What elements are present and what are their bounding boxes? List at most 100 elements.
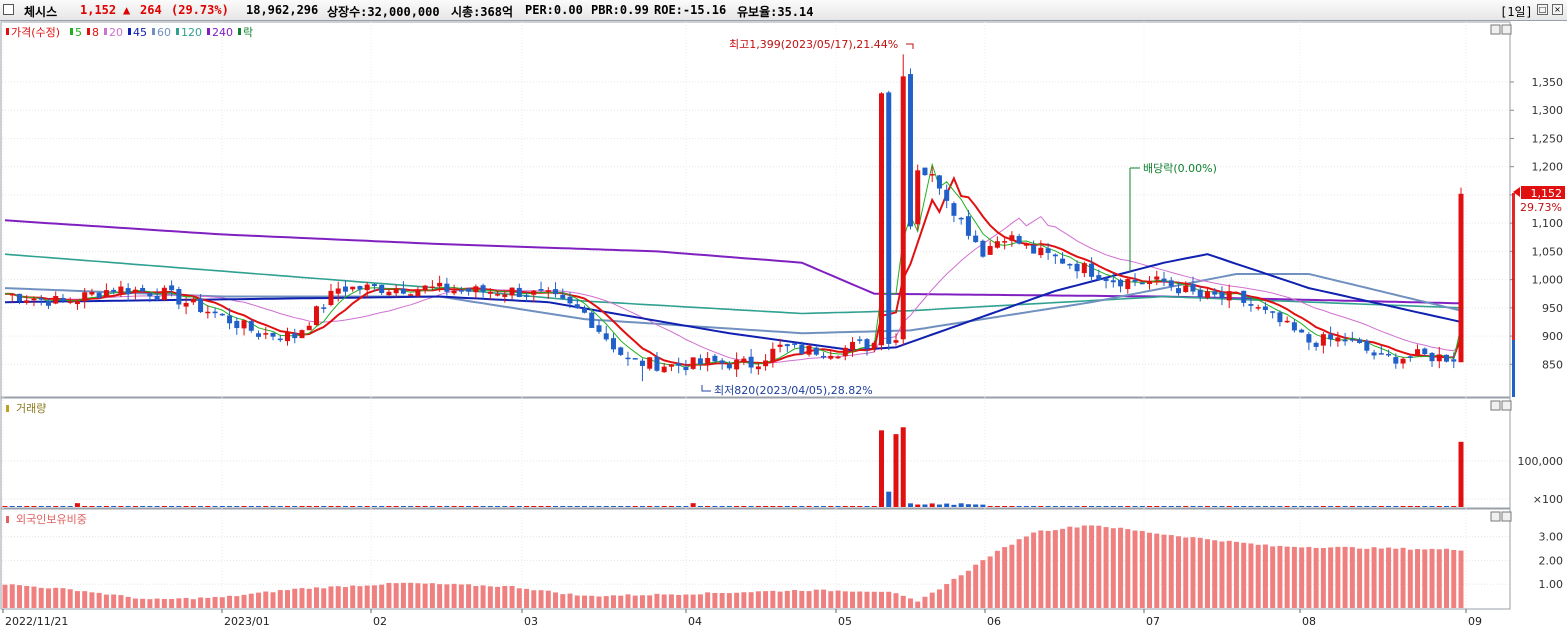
foreign-bar: [980, 560, 986, 608]
legend-item: 5: [75, 26, 82, 39]
candle-body: [871, 342, 877, 349]
candle-body: [1067, 264, 1073, 266]
foreign-bar: [1139, 530, 1145, 608]
volume-bar: [140, 506, 146, 507]
volume-bar: [1089, 506, 1095, 507]
volume-bar: [328, 506, 334, 507]
foreign-bar: [45, 588, 51, 608]
foreign-bar: [313, 587, 319, 608]
candle-body: [147, 293, 153, 297]
foreign-bar: [169, 599, 175, 608]
candle-body: [466, 288, 472, 292]
candle-body: [1212, 291, 1218, 295]
candle-body: [1096, 275, 1102, 280]
volume-bar: [850, 506, 856, 507]
candle-body: [1038, 247, 1044, 256]
volume-bars: [2, 427, 1464, 507]
volume-bar: [639, 506, 645, 507]
foreign-bar: [531, 590, 537, 608]
high-arrow-icon: [906, 43, 914, 49]
candle-body: [458, 290, 464, 292]
foreign-bar: [632, 595, 638, 608]
foreign-bar: [96, 592, 102, 608]
volume-bar: [661, 506, 667, 507]
candle-body: [509, 287, 515, 296]
volume-bar: [183, 506, 189, 507]
legend-item: 45: [133, 26, 147, 39]
candle-body: [1378, 353, 1384, 355]
foreign-bar: [256, 592, 262, 608]
maximize-icon[interactable]: □: [1537, 4, 1548, 15]
candle-body: [241, 320, 247, 329]
volume-bar: [777, 506, 783, 507]
candle-body: [408, 294, 414, 296]
volume-bar: [400, 506, 406, 507]
volume-bar: [1386, 506, 1392, 507]
foreign-bar: [668, 594, 674, 608]
foreign-bar: [806, 591, 812, 608]
foreign-bar: [676, 594, 682, 608]
volume-bar: [1175, 506, 1181, 507]
volume-bar: [227, 506, 233, 507]
foreign-bar: [850, 591, 856, 608]
x-tick-label: 04: [688, 615, 702, 628]
foreign-bar: [813, 589, 819, 608]
candle-body: [277, 338, 283, 341]
x-tick-label: 05: [838, 615, 852, 628]
volume-bar: [364, 506, 370, 507]
candle-body: [625, 357, 631, 360]
candle-body: [82, 292, 88, 302]
price-panel-controls[interactable]: [1490, 24, 1512, 35]
close-icon[interactable]: ×: [1552, 4, 1563, 15]
foreign-bar: [1132, 530, 1138, 608]
candle-body: [574, 304, 580, 309]
volume-panel-controls[interactable]: [1490, 400, 1512, 411]
candle-body: [1219, 292, 1225, 298]
volume-bar: [516, 506, 522, 507]
foreign-bar: [1233, 541, 1239, 608]
foreign-bar: [1299, 547, 1305, 608]
candle-body: [212, 311, 218, 314]
candle-body: [965, 216, 971, 236]
candle-body: [980, 240, 986, 257]
candle-body: [1255, 307, 1261, 309]
candle-body: [842, 347, 848, 357]
candle-body: [835, 356, 841, 359]
foreign-panel-controls[interactable]: [1490, 511, 1512, 522]
candle-body: [1444, 354, 1450, 362]
foreign-bar: [1226, 540, 1232, 608]
foreign-bar: [1291, 546, 1297, 608]
foreign-bar: [1183, 537, 1189, 608]
volume-bar: [589, 506, 595, 507]
candle-body: [1291, 322, 1297, 331]
volume-bar: [726, 506, 732, 507]
candle-body: [610, 338, 616, 350]
candle-body: [335, 288, 341, 294]
candle-body: [878, 93, 884, 346]
x-tick-label: 07: [1146, 615, 1160, 628]
volume-bar: [263, 506, 269, 507]
volume-bar: [944, 503, 950, 507]
volume-bar: [1060, 506, 1066, 507]
foreign-bar: [886, 591, 892, 608]
volume-bar: [1429, 506, 1435, 507]
select-checkbox[interactable]: [3, 4, 14, 15]
legend-marker: [104, 28, 107, 35]
foreign-bar: [1009, 544, 1015, 608]
foreign-bar: [842, 591, 848, 608]
foreign-bar: [277, 590, 283, 608]
foreign-bar: [306, 588, 312, 608]
candle-body: [618, 347, 624, 355]
foreign-bar: [777, 591, 783, 608]
candle-body: [1009, 235, 1015, 241]
foreign-bar: [553, 592, 559, 608]
period-selector[interactable]: [1일]: [1500, 5, 1533, 19]
volume-bar: [1248, 506, 1254, 507]
candle-body: [60, 297, 66, 301]
foreign-bar: [1045, 530, 1051, 608]
volume-bar: [466, 506, 472, 507]
candle-body: [915, 170, 921, 225]
candle-body: [1357, 339, 1363, 343]
candle-body: [1241, 290, 1247, 303]
candle-body: [9, 293, 15, 296]
